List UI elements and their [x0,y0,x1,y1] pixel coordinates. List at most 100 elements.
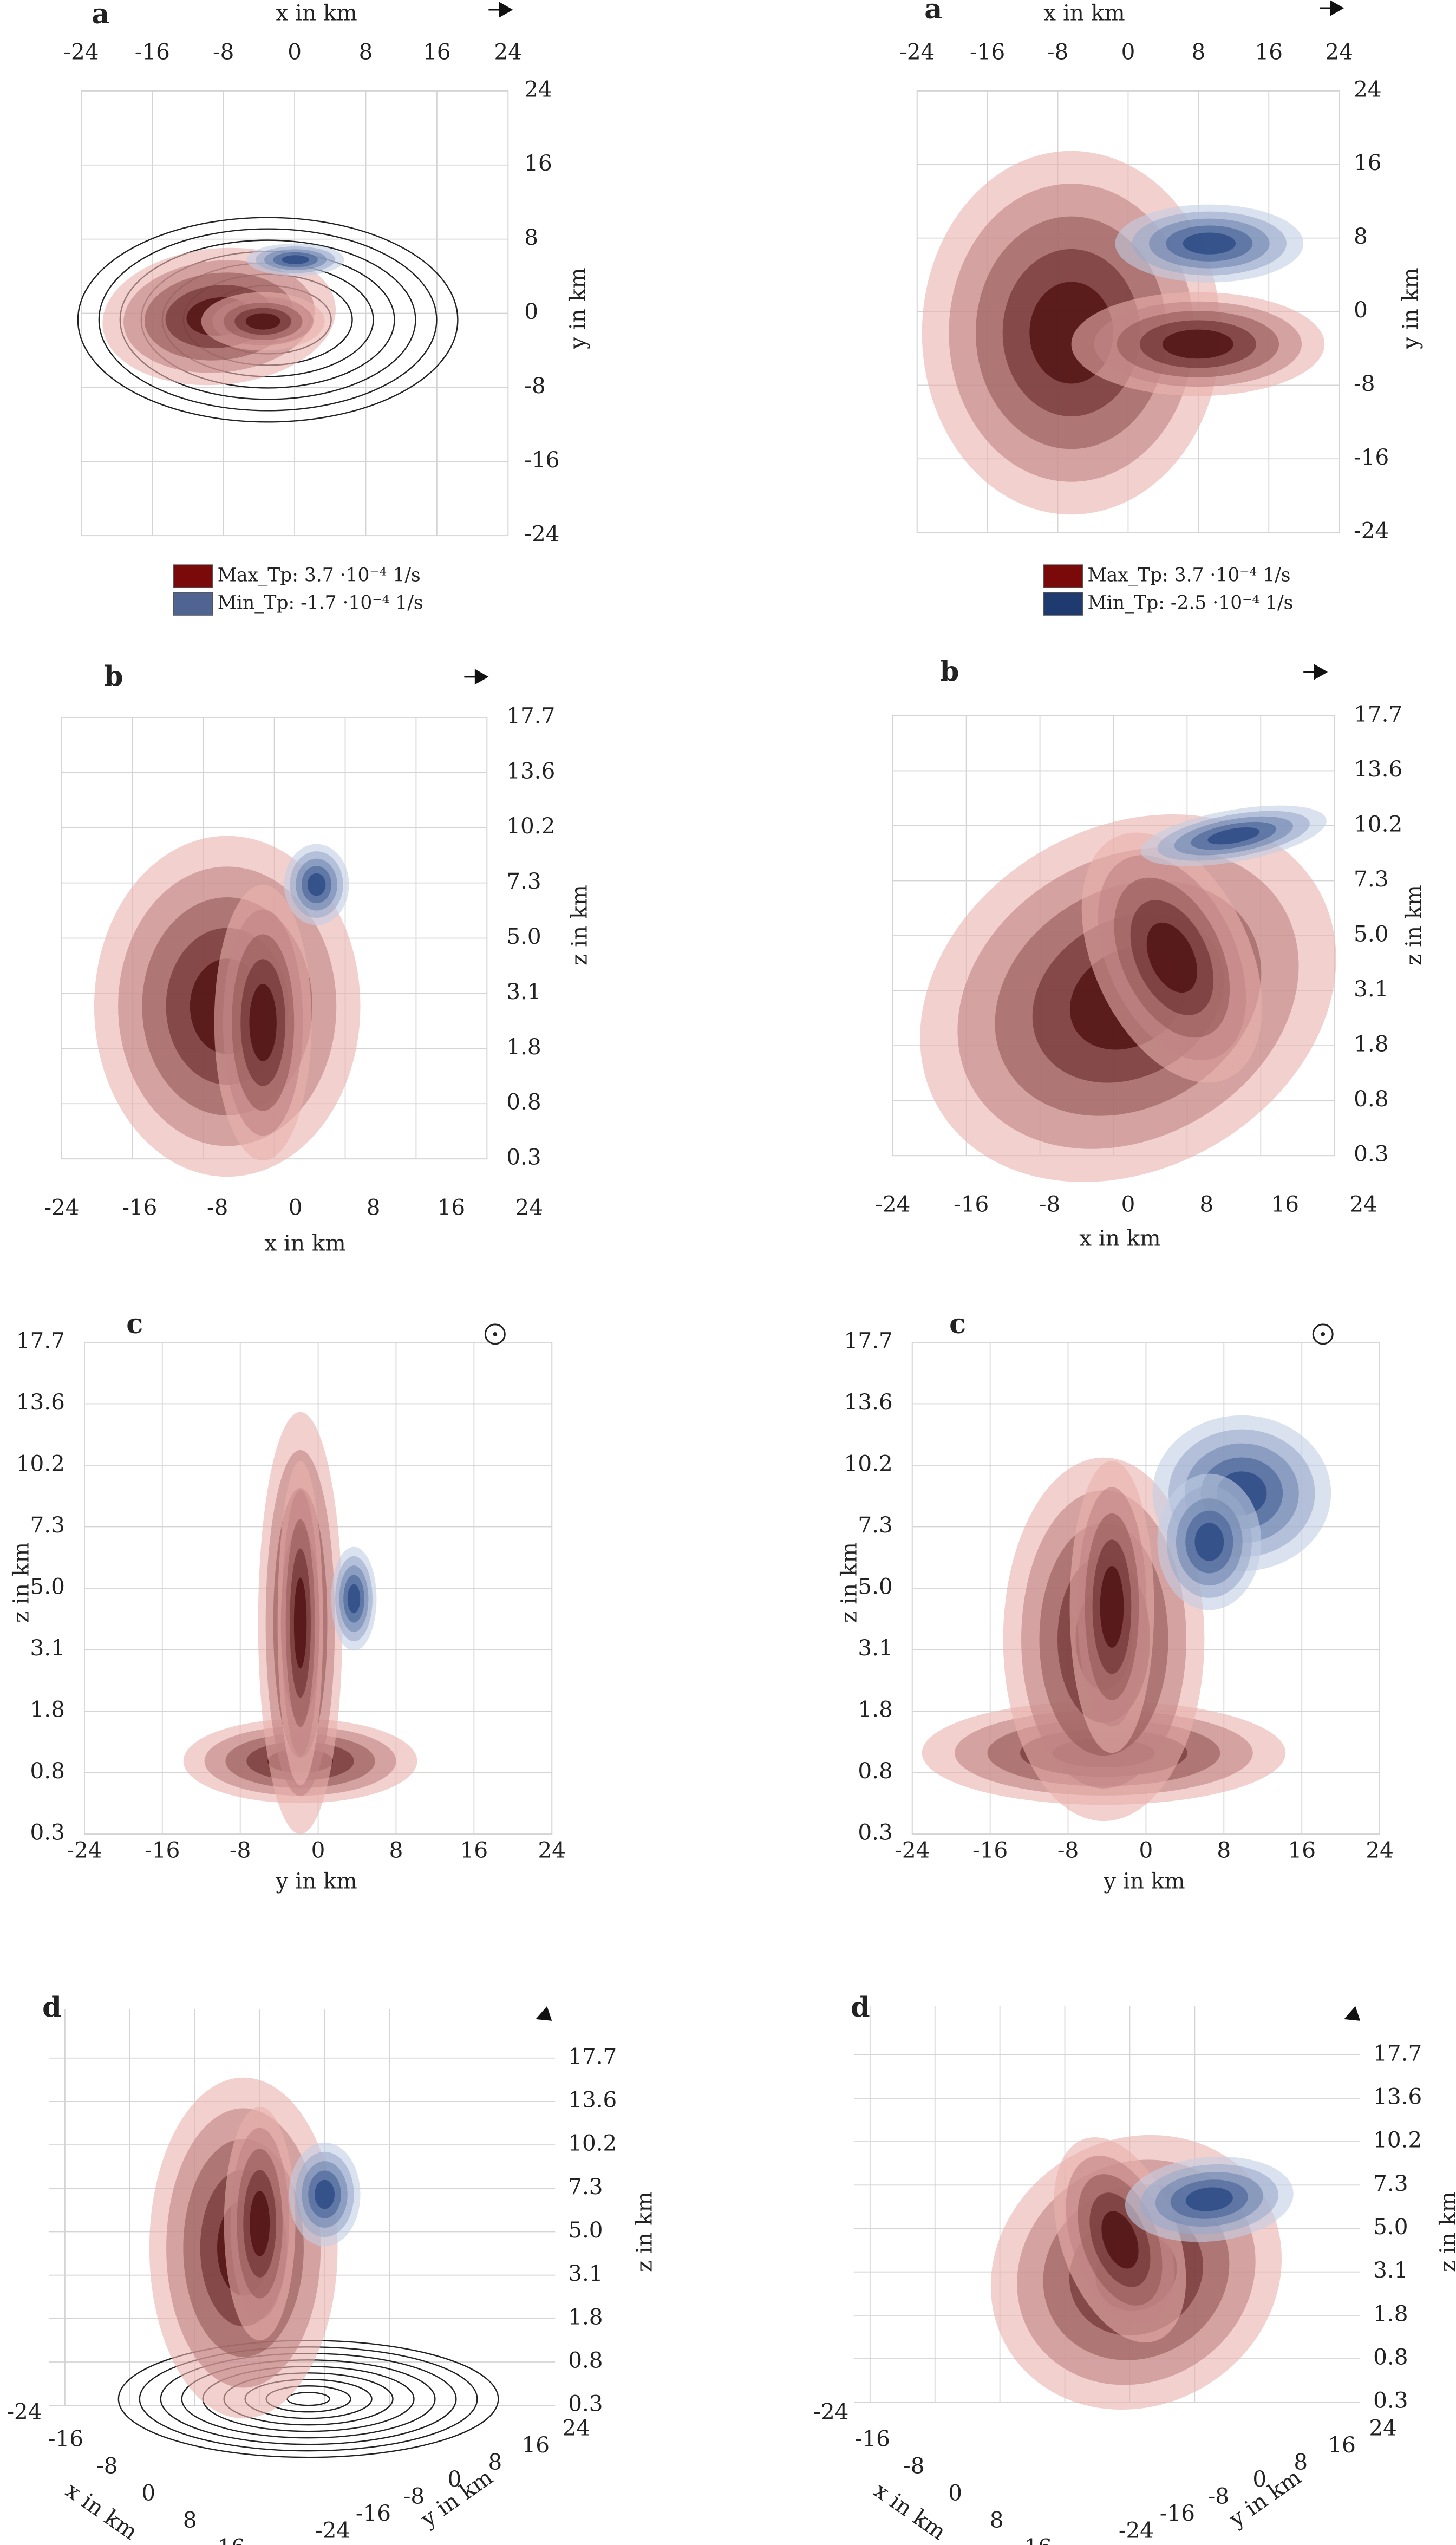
tick-label: 8 [1354,223,1368,249]
tick-label: 10.2 [1354,811,1402,837]
tick-label: 0.8 [1354,1086,1388,1112]
tick-label: -24 [524,521,559,547]
isosurface [1101,2211,1139,2269]
tick-label: 0.3 [1373,2387,1408,2413]
tick-label: 1.8 [506,1034,541,1060]
isosurface [307,873,326,896]
tick-label: -8 [524,373,545,399]
legend-label: Min_Tp: -2.5 ·10⁻⁴ 1/s [1088,592,1294,614]
isosurface [282,255,309,264]
direction-arrow [1303,664,1328,680]
tick-label: -16 [970,38,1005,64]
axis-title: x in km [1043,0,1125,25]
tick-label: 10.2 [506,813,555,839]
tick-label: -16 [1354,444,1389,470]
tick-label: -8 [1354,370,1375,396]
axis-title: y in km [1398,267,1424,349]
tick-label: 8 [1191,38,1205,64]
tick-label: 8 [488,2449,502,2475]
tick-label: -8 [903,2453,924,2479]
tick-label: 3.1 [1373,2257,1408,2283]
tick-label: 17.7 [506,702,555,728]
panel-label: d [42,1991,62,2024]
panel: c 17.7 13.6 10.2 7.3 5.0 3.1 1.8 0.8 0.3 z in km -2… [835,1308,1394,1894]
legend-label: Max_Tp: 3.7 ·10⁻⁴ 1/s [218,565,421,586]
tick-label: 0 [288,38,302,64]
tick-label: 3.1 [858,1635,892,1661]
axis-title: z in km [1401,885,1427,965]
tick-label: 5.0 [1354,921,1388,947]
isosurface [1162,329,1233,359]
tick-label: 1.8 [858,1696,892,1722]
tick-label: 8 [183,2507,197,2533]
tick-label: 0 [1139,1837,1153,1863]
tick-label: 0.8 [568,2347,603,2373]
legend-swatch [173,592,213,616]
tick-label: 3.1 [30,1635,65,1661]
tick-label: 16 [217,2534,245,2545]
panel-label: b [104,660,123,693]
isosurface [293,1577,307,1669]
panel: a -24 -16 -8 0 8 16 24 x in km 24 16 8 0 -8 -16 -24 y in… [899,0,1424,616]
tick-label: 5.0 [30,1574,65,1600]
contour [286,2392,330,2406]
tick-label: 16 [1024,2534,1052,2545]
tick-label: 16 [1328,2432,1355,2458]
axis-title: x in km [869,2477,951,2545]
panel-label: d [851,1991,870,2024]
tick-label: 24 [515,1195,543,1221]
legend-swatch [1043,564,1083,588]
axis-title: y in km [275,1868,357,1894]
panel: d 17.7 13.6 10.2 7.3 5.0 3.1 1.8 0.8 0.3 z in km -2… [6,1991,657,2545]
isosurface [249,984,277,1061]
axis-title: z in km [1435,2191,1456,2272]
panel: a -24 -16 -8 0 8 16 24 x in km 24 16 8 0 -8 -16 -24 y in… [63,0,591,616]
tick-label: 13.6 [568,2086,617,2112]
tick-label: 16 [1271,1191,1298,1217]
tick-label: 0 [311,1837,325,1863]
legend-swatch [173,564,213,588]
tick-label: 8 [1217,1837,1231,1863]
tick-label: 1.8 [30,1696,65,1722]
tick-label: -8 [213,38,234,64]
direction-arrow [536,2006,552,2021]
view-symbol [484,1323,506,1345]
tick-label: -8 [403,2483,425,2509]
tick-label: 16 [460,1837,488,1863]
tick-label: 24 [1354,76,1381,102]
axis-title: y in km [1103,1868,1185,1894]
tick-label: 16 [423,38,450,64]
direction-arrow [488,2,513,18]
tick-label: 24 [1366,1837,1393,1863]
panel: c 17.7 13.6 10.2 7.3 5.0 3.1 1.8 0.8 0.3 z in km -2… [8,1308,566,1894]
tick-label: 7.3 [506,868,541,894]
tick-label: -16 [356,2500,391,2526]
tick-label: 0.3 [858,1819,892,1845]
axis-title: x in km [264,1230,345,1256]
tick-label: 0 [1354,297,1368,323]
legend-label: Max_Tp: 3.7 ·10⁻⁴ 1/s [1088,565,1291,586]
tick-label: 7.3 [1354,866,1388,892]
view-symbol [493,1332,498,1336]
tick-label: 1.8 [1373,2300,1408,2326]
tick-label: 13.6 [1354,756,1402,782]
tick-label: -24 [67,1837,102,1863]
tick-label: -24 [899,38,935,64]
tick-label: 16 [1288,1837,1315,1863]
isosurface [1183,232,1236,255]
legend-label: Min_Tp: -1.7 ·10⁻⁴ 1/s [218,592,423,614]
tick-label: -24 [63,38,99,64]
tick-label: 10.2 [16,1450,65,1476]
plot-frame [916,90,1340,533]
tick-label: -24 [813,2399,848,2425]
tick-label: 16 [1255,38,1283,64]
tick-label: 17.7 [568,2043,617,2069]
tick-label: 0 [1252,2466,1266,2492]
tick-label: -16 [954,1191,989,1217]
tick-label: 0.3 [30,1819,65,1845]
direction-arrow [464,669,489,685]
panel-label: c [126,1308,143,1340]
tick-label: 24 [538,1837,565,1863]
